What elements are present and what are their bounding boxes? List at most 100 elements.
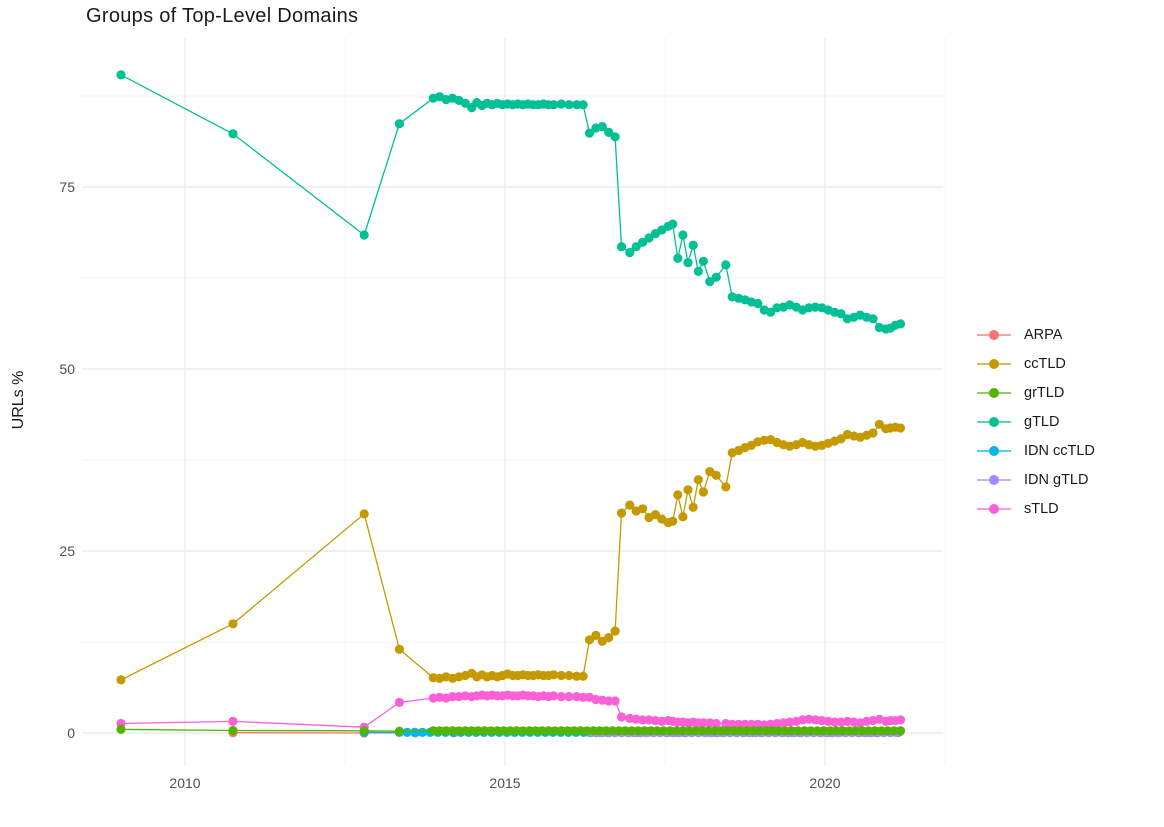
data-point: [595, 726, 605, 736]
data-point: [582, 726, 592, 736]
data-point: [698, 718, 709, 728]
data-point: [895, 423, 906, 433]
data-point: [806, 726, 816, 736]
data-point: [868, 428, 878, 438]
legend-key-icon: [977, 329, 1011, 340]
y-tick-label: 75: [59, 179, 75, 195]
data-point: [844, 726, 854, 736]
series-line: [120, 74, 901, 330]
data-point: [550, 726, 560, 736]
data-point: [678, 512, 688, 522]
data-point: [549, 691, 559, 701]
legend-key-icon: [977, 445, 1011, 456]
data-point: [569, 726, 579, 736]
data-point: [678, 230, 688, 240]
data-point: [761, 726, 771, 736]
data-point: [616, 508, 627, 518]
data-point: [851, 726, 861, 736]
data-point: [228, 619, 238, 629]
data-point: [556, 670, 566, 681]
legend-key-dot: [989, 358, 999, 369]
data-point: [531, 726, 541, 736]
data-point: [711, 718, 721, 729]
data-point: [620, 726, 630, 736]
data-point: [410, 727, 420, 738]
series-stld: [116, 690, 906, 732]
data-point: [584, 128, 595, 138]
data-point: [511, 726, 522, 736]
data-point: [543, 726, 554, 736]
data-point: [610, 132, 620, 142]
data-point: [838, 726, 848, 736]
legend-label: ccTLD: [1024, 355, 1066, 372]
data-point: [735, 726, 746, 736]
data-point: [721, 260, 731, 270]
data-point: [625, 500, 635, 510]
legend-key-icon: [977, 474, 1011, 485]
data-point: [359, 726, 369, 736]
legend-key-dot: [989, 387, 999, 398]
data-point: [644, 233, 654, 243]
legend-item: IDN gTLD: [977, 465, 1095, 494]
series-gtld: [116, 70, 906, 334]
data-point: [836, 434, 846, 444]
data-point: [697, 726, 707, 736]
data-point: [638, 504, 648, 514]
data-point: [549, 100, 559, 110]
data-point: [486, 726, 496, 736]
data-point: [793, 726, 803, 736]
data-point: [359, 509, 369, 519]
data-point: [473, 726, 483, 736]
data-point: [819, 726, 829, 736]
data-point: [359, 230, 369, 240]
data-point: [673, 253, 683, 263]
data-point: [614, 726, 624, 736]
data-point: [638, 715, 648, 725]
data-point: [441, 726, 451, 736]
data-point: [678, 726, 688, 736]
data-point: [874, 419, 885, 429]
data-point: [454, 726, 464, 736]
legend-key-dot: [989, 503, 999, 514]
data-point: [639, 726, 650, 736]
data-point: [683, 485, 693, 495]
data-point: [693, 475, 703, 485]
data-point: [766, 307, 776, 317]
legend: ARPA ccTLD grTLD gTLD IDN ccTLD IDN gTLD sTLD: [977, 320, 1095, 523]
data-point: [857, 726, 867, 736]
data-point: [683, 258, 693, 268]
data-point: [799, 726, 810, 736]
data-point: [863, 726, 874, 736]
data-point: [492, 726, 502, 736]
data-point: [604, 127, 614, 137]
data-point: [721, 482, 731, 492]
chart-title: Groups of Top-Level Domains: [86, 5, 359, 27]
data-point: [691, 726, 701, 736]
data-point: [723, 726, 733, 736]
legend-key-icon: [977, 416, 1011, 427]
legend-label: sTLD: [1024, 500, 1059, 517]
data-point: [479, 726, 490, 736]
data-point: [588, 726, 598, 736]
data-point: [729, 726, 739, 736]
data-point: [870, 726, 880, 736]
data-point: [578, 671, 588, 681]
legend-label: ARPA: [1024, 326, 1063, 343]
data-point: [668, 219, 678, 229]
y-tick-label: 0: [67, 725, 75, 741]
legend-item: ccTLD: [977, 349, 1095, 378]
data-point: [549, 670, 559, 680]
data-point: [505, 726, 515, 736]
x-tick-label: 2020: [809, 775, 841, 791]
data-point: [604, 696, 614, 706]
data-point: [684, 726, 694, 736]
data-point: [597, 122, 607, 132]
data-point: [895, 715, 906, 725]
legend-key-icon: [977, 358, 1011, 369]
legend-item: sTLD: [977, 494, 1095, 523]
series-grtld: [116, 724, 906, 736]
data-point: [610, 626, 620, 636]
data-point: [591, 630, 601, 641]
legend-item: ARPA: [977, 320, 1095, 349]
data-point: [831, 726, 842, 736]
